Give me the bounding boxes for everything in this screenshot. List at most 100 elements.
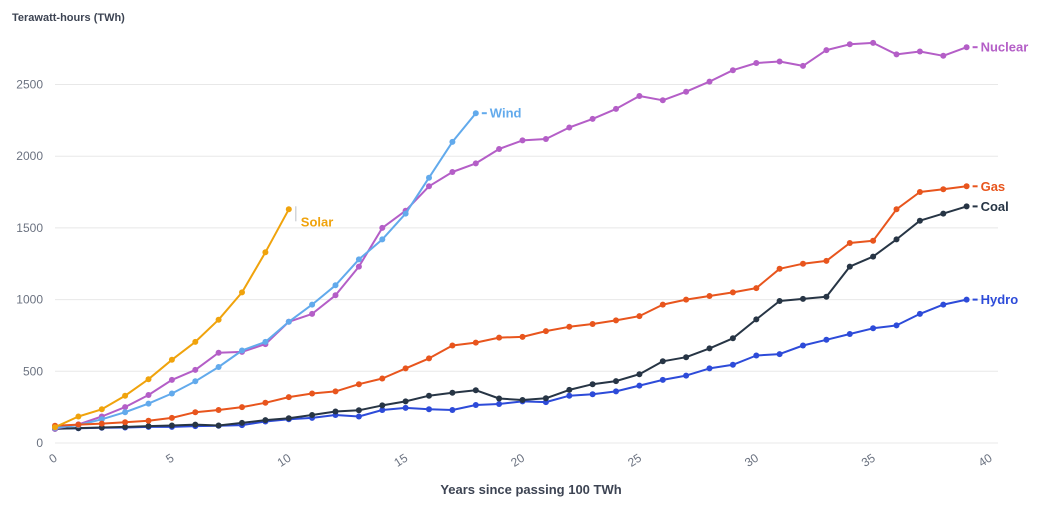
data-point-wind[interactable] — [215, 364, 222, 370]
data-point-gas[interactable] — [449, 342, 456, 349]
data-point-nuclear[interactable] — [332, 292, 339, 299]
data-point-nuclear[interactable] — [613, 105, 619, 112]
data-point-solar[interactable] — [285, 206, 292, 213]
data-point-wind[interactable] — [168, 390, 175, 397]
data-point-coal[interactable] — [613, 378, 619, 385]
data-point-nuclear[interactable] — [542, 136, 549, 142]
data-point-nuclear[interactable] — [519, 137, 526, 144]
series-label-solar[interactable]: Solar — [301, 214, 334, 229]
data-point-coal[interactable] — [355, 407, 362, 414]
data-point-wind[interactable] — [472, 110, 479, 117]
data-point-coal[interactable] — [589, 381, 596, 388]
data-point-gas[interactable] — [963, 183, 970, 190]
data-point-solar[interactable] — [239, 289, 245, 296]
data-point-gas[interactable] — [472, 339, 479, 346]
data-point-nuclear[interactable] — [706, 78, 713, 85]
data-point-nuclear[interactable] — [145, 392, 152, 398]
data-point-wind[interactable] — [285, 318, 292, 325]
data-point-coal[interactable] — [753, 316, 760, 323]
data-point-coal[interactable] — [192, 421, 199, 428]
data-point-hydro[interactable] — [659, 376, 666, 383]
data-point-gas[interactable] — [589, 321, 596, 327]
data-point-coal[interactable] — [776, 298, 783, 304]
data-point-wind[interactable] — [145, 400, 152, 407]
data-point-hydro[interactable] — [589, 391, 596, 398]
data-point-gas[interactable] — [706, 293, 713, 299]
data-point-gas[interactable] — [98, 420, 105, 427]
data-point-nuclear[interactable] — [355, 263, 362, 270]
data-point-hydro[interactable] — [823, 336, 830, 343]
data-point-hydro[interactable] — [776, 351, 783, 358]
data-point-coal[interactable] — [870, 253, 877, 260]
data-point-wind[interactable] — [355, 256, 362, 263]
data-point-coal[interactable] — [402, 398, 409, 405]
data-point-hydro[interactable] — [683, 372, 690, 379]
data-point-gas[interactable] — [496, 334, 503, 341]
data-point-nuclear[interactable] — [379, 224, 386, 231]
data-point-coal[interactable] — [122, 423, 129, 430]
data-point-nuclear[interactable] — [496, 146, 503, 152]
data-point-nuclear[interactable] — [449, 169, 456, 175]
data-point-coal[interactable] — [285, 415, 292, 422]
data-point-solar[interactable] — [168, 356, 175, 363]
data-point-solar[interactable] — [262, 249, 269, 256]
data-point-wind[interactable] — [379, 236, 386, 243]
data-point-gas[interactable] — [168, 414, 175, 421]
series-line-wind[interactable] — [54, 112, 477, 429]
data-point-gas[interactable] — [215, 407, 222, 413]
data-point-gas[interactable] — [566, 323, 573, 330]
data-point-hydro[interactable] — [706, 365, 713, 372]
data-point-coal[interactable] — [472, 387, 479, 394]
data-point-hydro[interactable] — [379, 407, 386, 413]
data-point-nuclear[interactable] — [870, 39, 877, 46]
data-point-hydro[interactable] — [846, 331, 853, 337]
data-point-coal[interactable] — [332, 408, 339, 415]
data-point-nuclear[interactable] — [729, 67, 736, 74]
data-point-gas[interactable] — [916, 189, 923, 195]
data-point-solar[interactable] — [145, 376, 152, 383]
data-point-coal[interactable] — [519, 397, 526, 403]
data-point-hydro[interactable] — [940, 301, 947, 308]
data-point-coal[interactable] — [823, 293, 830, 300]
data-point-nuclear[interactable] — [823, 47, 830, 54]
data-point-nuclear[interactable] — [683, 88, 690, 95]
data-point-coal[interactable] — [963, 203, 970, 210]
data-point-nuclear[interactable] — [309, 310, 316, 317]
data-point-coal[interactable] — [940, 210, 947, 217]
data-point-solar[interactable] — [215, 316, 222, 323]
data-point-solar[interactable] — [192, 338, 199, 345]
data-point-hydro[interactable] — [472, 402, 479, 408]
data-point-gas[interactable] — [542, 328, 549, 335]
data-point-gas[interactable] — [332, 388, 339, 395]
data-point-nuclear[interactable] — [940, 52, 947, 59]
data-point-nuclear[interactable] — [800, 62, 806, 69]
data-point-coal[interactable] — [239, 419, 245, 426]
data-point-hydro[interactable] — [449, 407, 456, 413]
data-point-solar[interactable] — [122, 392, 129, 399]
data-point-coal[interactable] — [729, 335, 736, 342]
data-point-gas[interactable] — [893, 206, 900, 213]
data-point-wind[interactable] — [262, 338, 269, 345]
data-point-coal[interactable] — [916, 217, 923, 224]
data-point-nuclear[interactable] — [589, 115, 596, 122]
data-point-solar[interactable] — [52, 424, 58, 431]
data-point-coal[interactable] — [426, 392, 432, 399]
data-point-nuclear[interactable] — [192, 366, 199, 373]
data-point-gas[interactable] — [870, 237, 877, 244]
data-point-gas[interactable] — [823, 257, 830, 264]
data-point-nuclear[interactable] — [963, 44, 970, 51]
data-point-gas[interactable] — [379, 375, 386, 382]
data-point-coal[interactable] — [496, 395, 503, 402]
series-line-nuclear[interactable] — [54, 41, 967, 430]
data-point-wind[interactable] — [98, 416, 105, 423]
data-point-nuclear[interactable] — [753, 60, 760, 66]
data-point-hydro[interactable] — [426, 406, 432, 413]
data-point-gas[interactable] — [262, 399, 269, 406]
data-point-coal[interactable] — [542, 395, 549, 402]
data-point-coal[interactable] — [636, 371, 643, 378]
data-point-hydro[interactable] — [729, 361, 736, 368]
data-point-hydro[interactable] — [613, 388, 619, 395]
series-line-hydro[interactable] — [54, 298, 967, 430]
data-point-hydro[interactable] — [916, 310, 923, 317]
data-point-hydro[interactable] — [893, 322, 900, 329]
